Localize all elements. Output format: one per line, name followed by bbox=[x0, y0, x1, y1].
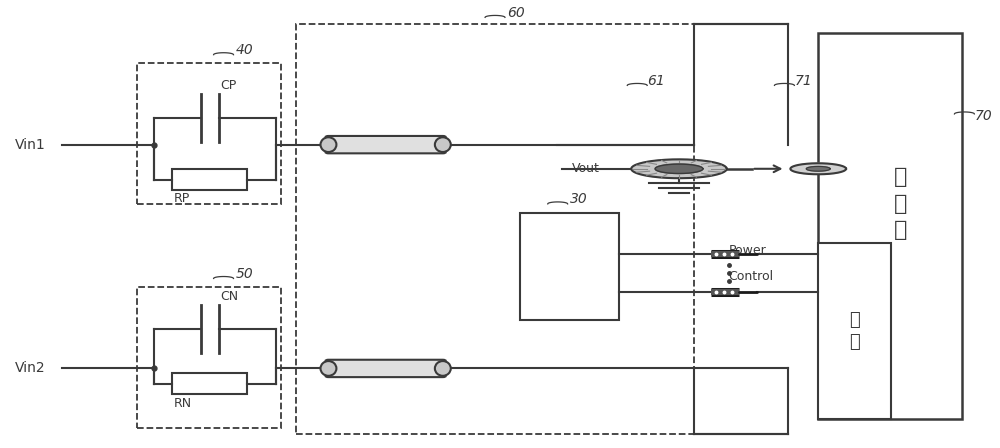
Text: 61: 61 bbox=[647, 73, 665, 88]
Ellipse shape bbox=[321, 137, 336, 152]
Ellipse shape bbox=[321, 361, 336, 376]
Bar bbox=[137, 287, 281, 428]
Text: Vout: Vout bbox=[572, 162, 599, 175]
Bar bbox=[172, 373, 247, 394]
FancyBboxPatch shape bbox=[325, 360, 446, 377]
Bar bbox=[818, 33, 962, 419]
Polygon shape bbox=[790, 163, 846, 174]
Text: 60: 60 bbox=[507, 5, 525, 20]
Bar bbox=[172, 169, 247, 190]
Text: 40: 40 bbox=[235, 43, 253, 57]
Text: RN: RN bbox=[174, 396, 192, 409]
Text: 触
点: 触 点 bbox=[849, 311, 860, 351]
Ellipse shape bbox=[435, 361, 451, 376]
Text: CP: CP bbox=[221, 79, 237, 92]
Bar bbox=[296, 24, 694, 434]
Text: 71: 71 bbox=[794, 73, 812, 88]
Bar bbox=[520, 213, 619, 320]
Text: 30: 30 bbox=[570, 192, 587, 206]
Polygon shape bbox=[631, 159, 727, 178]
Text: Control: Control bbox=[729, 270, 774, 283]
Text: CN: CN bbox=[221, 289, 239, 302]
Bar bbox=[818, 243, 891, 419]
Text: Power: Power bbox=[729, 244, 766, 257]
Text: Vin1: Vin1 bbox=[15, 138, 45, 152]
Ellipse shape bbox=[435, 137, 451, 152]
Polygon shape bbox=[655, 164, 703, 173]
Polygon shape bbox=[806, 166, 830, 171]
Bar bbox=[137, 64, 281, 204]
Text: RP: RP bbox=[174, 193, 190, 206]
Text: Vin2: Vin2 bbox=[15, 362, 45, 375]
FancyBboxPatch shape bbox=[325, 136, 446, 153]
Text: 70: 70 bbox=[974, 109, 992, 123]
Text: 50: 50 bbox=[235, 267, 253, 281]
Text: 示
波
器: 示 波 器 bbox=[894, 168, 907, 240]
